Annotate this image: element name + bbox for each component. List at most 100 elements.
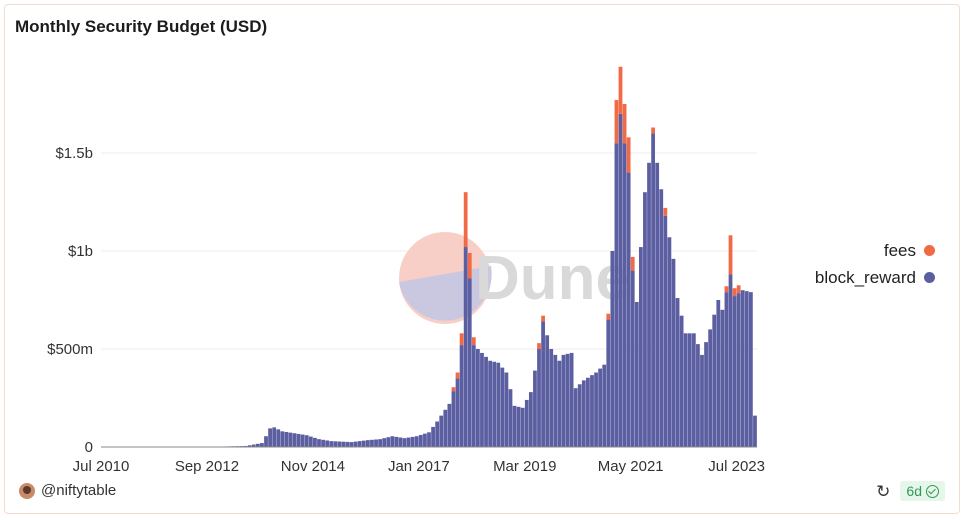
bar-block-reward (545, 335, 550, 447)
bar-block-reward (630, 270, 635, 447)
bar-block-reward (414, 436, 419, 447)
bar-fees (463, 192, 468, 248)
x-tick-label: Jul 2023 (708, 458, 765, 475)
bar-block-reward (500, 367, 505, 447)
bar-block-reward (586, 377, 590, 447)
bar-block-reward (345, 441, 350, 447)
bar-block-reward (410, 436, 415, 447)
bar-block-reward (712, 314, 717, 447)
bar-fees (541, 315, 545, 322)
bar-block-reward (390, 436, 395, 447)
bar-block-reward (651, 133, 655, 447)
bar-block-reward (549, 349, 554, 447)
x-tick-label: Nov 2014 (281, 458, 345, 475)
x-tick-label: Jan 2017 (388, 458, 450, 475)
footer-status: ↻ 6d (876, 481, 945, 501)
bar-fees (663, 207, 668, 216)
bar-block-reward (594, 372, 598, 447)
chart-card: Monthly Security Budget (USD) 0 $500m $1b $… (4, 4, 960, 514)
bar-block-reward (659, 189, 664, 447)
bar-block-reward (382, 438, 387, 447)
bar-block-reward (268, 428, 272, 447)
y-tick-label: $1b (68, 243, 93, 260)
bar-block-reward (520, 407, 525, 447)
bar-block-reward (337, 441, 342, 447)
bar-block-reward (292, 433, 297, 447)
bar-block-reward (683, 333, 688, 447)
bar-block-reward (455, 378, 460, 447)
bar-fees (451, 387, 456, 392)
bar-fees (471, 337, 476, 346)
bar-block-reward (349, 442, 354, 447)
bar-block-reward (749, 292, 753, 447)
bar-block-reward (370, 439, 374, 447)
bar-block-reward (488, 360, 493, 447)
bar-block-reward (691, 333, 696, 447)
bar-fees (724, 286, 729, 293)
bar-block-reward (732, 296, 737, 447)
bar-block-reward (264, 436, 268, 447)
y-tick-label: $1.5b (55, 145, 93, 162)
bar-block-reward (435, 421, 440, 447)
bar-block-reward (431, 426, 435, 447)
bar-fees (455, 372, 460, 379)
bar-block-reward (720, 309, 725, 447)
bar-block-reward (296, 433, 301, 447)
bar-block-reward (606, 319, 611, 447)
bar-block-reward (638, 247, 643, 447)
bar-block-reward (374, 439, 378, 447)
bar-block-reward (484, 356, 488, 447)
bar-fees (459, 333, 464, 346)
author-link[interactable]: @niftytable (19, 482, 116, 499)
bar-block-reward (679, 315, 684, 447)
bar-block-reward (610, 251, 615, 447)
x-tick-label: Mar 2019 (493, 458, 556, 475)
refresh-icon[interactable]: ↻ (876, 481, 891, 501)
bar-block-reward (541, 321, 545, 447)
bar-block-reward (304, 435, 309, 447)
bar-fees (606, 313, 611, 320)
legend-label-block-reward: block_reward (814, 267, 916, 287)
bar-block-reward (704, 342, 708, 447)
bar-block-reward (439, 415, 444, 447)
bar-block-reward (533, 370, 537, 447)
bar-block-reward (675, 298, 680, 447)
bar-block-reward (260, 443, 264, 447)
bar-block-reward (753, 415, 757, 447)
age-badge: 6d (900, 481, 945, 501)
bar-block-reward (569, 352, 574, 447)
y-tick-label: $500m (47, 341, 93, 358)
bar-block-reward (577, 384, 582, 447)
legend-dot-block-reward-icon (924, 272, 935, 283)
check-circle-icon (926, 484, 939, 498)
bar-block-reward (476, 349, 480, 447)
bar-fees (728, 235, 733, 275)
bar-block-reward (667, 237, 672, 447)
bar-block-reward (496, 362, 501, 447)
bar-block-reward (643, 192, 647, 447)
bar-block-reward (716, 300, 721, 447)
bar-block-reward (671, 258, 676, 447)
bar-fees (630, 256, 635, 271)
bar-block-reward (423, 433, 427, 447)
bar-block-reward (537, 349, 541, 447)
bar-block-reward (463, 247, 468, 447)
x-tick-label: May 2021 (598, 458, 664, 475)
bar-block-reward (402, 438, 407, 447)
bar-block-reward (724, 292, 729, 447)
bar-block-reward (333, 441, 338, 447)
bar-block-reward (557, 360, 562, 447)
bar-block-reward (321, 439, 325, 447)
bar-block-reward (447, 403, 452, 447)
bar-block-reward (573, 388, 578, 447)
bar-block-reward (247, 445, 252, 447)
legend-item-fees[interactable]: fees (815, 237, 935, 264)
bar-block-reward (504, 372, 509, 447)
bar-block-reward (398, 437, 403, 447)
bar-block-reward (451, 391, 456, 447)
bar-fees (622, 104, 627, 144)
legend-label-fees: fees (883, 240, 916, 260)
bar-block-reward (480, 352, 484, 447)
bar-block-reward (647, 162, 651, 448)
legend-item-block-reward[interactable]: block_reward (815, 264, 935, 291)
